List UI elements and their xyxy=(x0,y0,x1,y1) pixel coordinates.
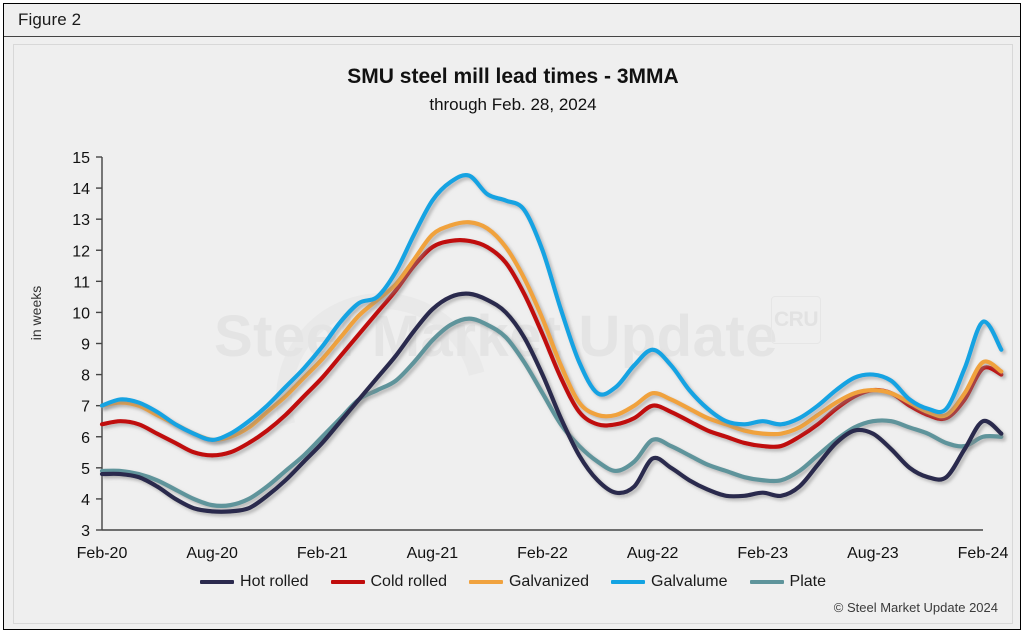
legend-item-label: Hot rolled xyxy=(240,573,309,590)
svg-text:15: 15 xyxy=(72,150,90,167)
svg-text:12: 12 xyxy=(72,243,90,260)
series-line-plate xyxy=(99,316,1004,509)
svg-text:5: 5 xyxy=(81,461,90,478)
series-line-galvalume xyxy=(99,173,1004,442)
svg-text:14: 14 xyxy=(72,181,90,198)
legend-item-label: Cold rolled xyxy=(370,573,447,590)
svg-text:Feb-20: Feb-20 xyxy=(77,545,128,562)
chart-legend: Hot rolled Cold rolled Galvanized Galvalume… xyxy=(14,573,1012,591)
svg-text:13: 13 xyxy=(72,212,90,229)
line-chart-plot: 3 4 5 6 7 8 9 10 11 12 13 14 15 Feb-20 Aug-20 Feb-21 Aug… xyxy=(72,150,1009,562)
legend-swatch-icon xyxy=(468,580,503,584)
copyright-notice: © Steel Market Update 2024 xyxy=(833,600,998,615)
figure-frame: Figure 2 Steel Market Update CRU SMU ste… xyxy=(3,3,1021,630)
svg-text:6: 6 xyxy=(81,430,90,447)
svg-text:9: 9 xyxy=(81,337,90,354)
legend-item-label: Galvalume xyxy=(651,573,728,590)
figure-label: Figure 2 xyxy=(18,10,82,29)
svg-text:Aug-23: Aug-23 xyxy=(847,545,899,562)
chart-subtitle: through Feb. 28, 2024 xyxy=(429,95,597,114)
legend-item-label: Galvanized xyxy=(508,573,590,590)
svg-text:Feb-24: Feb-24 xyxy=(958,545,1009,562)
cru-logo-watermark: CRU xyxy=(771,296,821,344)
legend-swatch-icon xyxy=(200,580,235,584)
legend-item-plate[interactable]: Plate xyxy=(749,573,826,591)
chart-panel: Steel Market Update CRU SMU steel mill l… xyxy=(13,44,1013,624)
series-line-hot-rolled xyxy=(99,291,1004,514)
chart-title: SMU steel mill lead times - 3MMA xyxy=(347,65,679,88)
svg-text:11: 11 xyxy=(73,274,90,291)
svg-text:Aug-22: Aug-22 xyxy=(627,545,679,562)
legend-item-hot-rolled[interactable]: Hot rolled xyxy=(200,573,309,591)
svg-text:Feb-21: Feb-21 xyxy=(297,545,348,562)
figure-caption-bar: Figure 2 xyxy=(4,4,1020,37)
svg-text:Aug-21: Aug-21 xyxy=(407,545,459,562)
watermark-text: Steel Market Update xyxy=(214,304,778,369)
legend-item-galvanized[interactable]: Galvanized xyxy=(468,573,590,591)
legend-item-galvalume[interactable]: Galvalume xyxy=(611,573,728,591)
legend-swatch-icon xyxy=(611,580,646,584)
svg-text:Aug-20: Aug-20 xyxy=(186,545,238,562)
legend-item-label: Plate xyxy=(789,573,826,590)
svg-text:7: 7 xyxy=(81,399,90,416)
series-line-cold-rolled xyxy=(99,238,1004,458)
legend-swatch-icon xyxy=(749,580,784,584)
legend-swatch-icon xyxy=(330,580,365,584)
svg-text:Feb-22: Feb-22 xyxy=(517,545,568,562)
legend-item-cold-rolled[interactable]: Cold rolled xyxy=(330,573,447,591)
svg-text:3: 3 xyxy=(81,523,90,540)
svg-text:Feb-23: Feb-23 xyxy=(737,545,788,562)
series-line-galvanized xyxy=(99,220,1004,443)
svg-text:10: 10 xyxy=(72,305,90,322)
svg-text:8: 8 xyxy=(81,368,90,385)
svg-text:4: 4 xyxy=(81,492,90,509)
